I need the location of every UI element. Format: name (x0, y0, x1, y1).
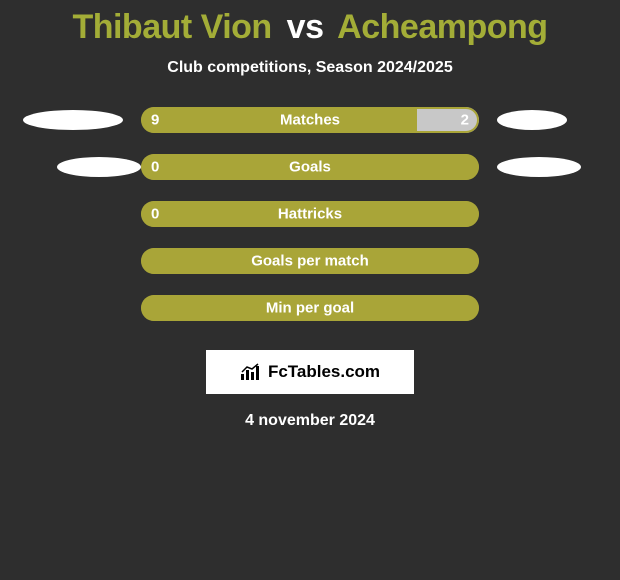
ellipse-right (497, 110, 567, 130)
stat-bar: Min per goal (141, 295, 479, 321)
stat-bar: 9 2 Matches (141, 107, 479, 133)
stat-value-right: 2 (461, 112, 469, 129)
stat-value-left: 9 (151, 112, 159, 129)
title-player2: Acheampong (337, 8, 547, 46)
stat-bar: 0 Hattricks (141, 201, 479, 227)
stat-label: Goals per match (251, 253, 369, 270)
chart-subtitle: Club competitions, Season 2024/2025 (167, 59, 452, 77)
ellipse-left (57, 157, 141, 177)
stat-row: Min per goal (0, 295, 620, 321)
logo-text: FcTables.com (268, 362, 380, 382)
stat-label: Hattricks (278, 206, 342, 223)
ellipse-left (23, 110, 123, 130)
ellipse-right-zone (479, 157, 597, 177)
stat-row: 9 2 Matches (0, 107, 620, 133)
stat-bar: Goals per match (141, 248, 479, 274)
stat-label: Min per goal (266, 300, 354, 317)
logo-box: FcTables.com (206, 350, 414, 394)
ellipse-left-zone (23, 110, 141, 130)
stat-value-left: 0 (151, 159, 159, 176)
stats-section: 9 2 Matches 0 Goals 0 Hattricks Goals per match… (0, 107, 620, 342)
ellipse-right-zone (479, 110, 597, 130)
stat-bar: 0 Goals (141, 154, 479, 180)
chart-icon (240, 363, 262, 381)
title-player1: Thibaut Vion (72, 8, 271, 46)
chart-title: Thibaut Vion vs Acheampong (72, 8, 547, 47)
stat-value-left: 0 (151, 206, 159, 223)
stat-label: Matches (280, 112, 340, 129)
stat-row: 0 Hattricks (0, 201, 620, 227)
title-vs: vs (287, 8, 324, 46)
ellipse-right (497, 157, 581, 177)
stat-row: 0 Goals (0, 154, 620, 180)
chart-container: Thibaut Vion vs Acheampong Club competit… (0, 0, 620, 580)
bar-segment-p2: 2 (417, 107, 479, 133)
logo: FcTables.com (240, 362, 380, 382)
stat-row: Goals per match (0, 248, 620, 274)
stat-label: Goals (289, 159, 331, 176)
ellipse-left-zone (23, 157, 141, 177)
date: 4 november 2024 (245, 412, 375, 430)
